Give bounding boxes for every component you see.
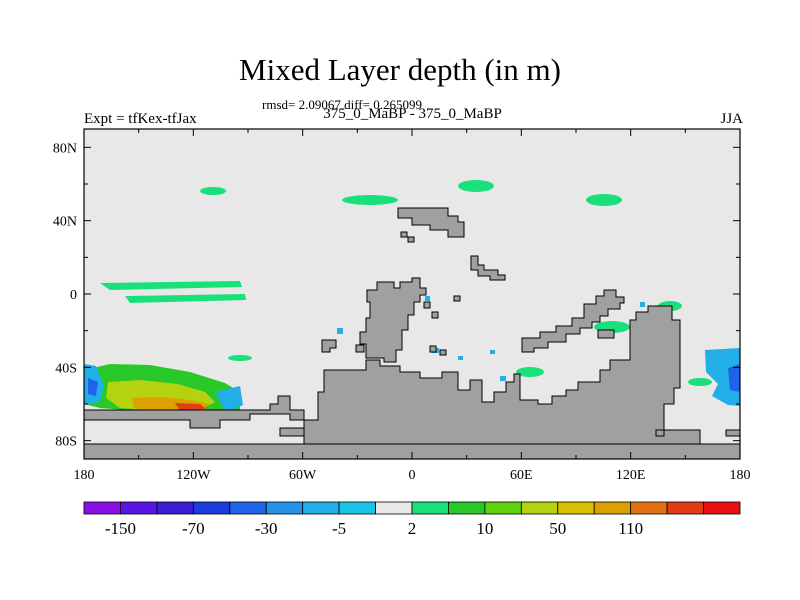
colorbar-swatch	[520, 501, 559, 515]
axis-ticks	[83, 129, 741, 459]
anomaly-patch-east-cyan	[705, 348, 740, 406]
x-tick-label: 60W	[289, 468, 317, 483]
colorbar-swatch	[120, 501, 158, 515]
y-tick-label: 0	[70, 288, 77, 303]
plot-title: Mixed Layer depth (in m)	[239, 52, 561, 87]
anomaly-patch-sub-1	[228, 355, 252, 361]
experiment-label: Expt = tfKex-tfJax	[84, 111, 197, 127]
anomaly-patch-equatorial-1	[100, 281, 242, 290]
y-tick-label: 40N	[53, 215, 77, 230]
colorbar-swatch	[265, 501, 304, 515]
x-tick-label: 0	[409, 468, 416, 483]
colorbar-swatch	[630, 501, 668, 515]
colorbar-swatch	[229, 501, 267, 515]
colorbar-label: -30	[255, 519, 278, 538]
anomaly-patch-dot-1	[337, 328, 343, 334]
land-islet-5	[423, 301, 431, 309]
stats-label: rmsd= 2.09067 diff= 0.265099	[262, 97, 422, 112]
colorbar-swatch	[484, 501, 522, 515]
colorbar	[83, 501, 741, 515]
x-tick-label: 180	[74, 468, 95, 483]
colorbar-swatch	[593, 501, 632, 515]
anomaly-patch-dot-4	[458, 356, 463, 360]
colorbar-swatch	[375, 501, 413, 515]
anomaly-patch-arctic-4	[586, 194, 622, 206]
land-ant-stub-2	[655, 429, 665, 437]
land-east-tower	[303, 305, 701, 445]
colorbar-label: -150	[105, 519, 136, 538]
colorbar-labels: -150 -70 -30 -5 2 10 50 110	[105, 519, 643, 538]
anomaly-patch-east-blue	[728, 364, 740, 392]
land-ant-stub-3	[725, 429, 740, 437]
axis-tick-labels: 180 120W 60W 0 60E 120E 180 80N 40N 0 40S 80S	[53, 141, 751, 483]
colorbar-label: 10	[476, 519, 493, 538]
colorbar-label: -70	[182, 519, 205, 538]
x-tick-label: 180	[730, 468, 751, 483]
land-small-east	[470, 255, 506, 281]
colorbar-label: 50	[549, 519, 566, 538]
anomaly-patch-indian-2	[688, 378, 712, 386]
x-tick-label: 120E	[616, 468, 646, 483]
y-tick-label: 80S	[55, 435, 77, 450]
season-label: JJA	[720, 111, 743, 127]
colorbar-swatch	[448, 501, 486, 515]
land-islet-7	[429, 345, 437, 353]
anomaly-patch-arctic-3	[458, 180, 494, 192]
land-ant-stub	[279, 427, 305, 437]
anomaly-patch-cyan-east	[215, 386, 243, 412]
y-tick-label: 40S	[55, 361, 77, 376]
colorbar-swatch	[302, 501, 340, 515]
colorbar-swatch	[83, 501, 121, 515]
land-islet-4	[355, 344, 365, 353]
land-north-islet	[400, 231, 408, 238]
anomaly-patch-dot-5	[490, 350, 495, 354]
x-tick-label: 120W	[176, 468, 211, 483]
colorbar-label: -5	[332, 519, 346, 538]
land-islet-3	[321, 339, 337, 353]
colorbar-swatch	[192, 501, 231, 515]
land-pacific-ridge	[84, 395, 305, 429]
land-islet-6	[431, 311, 439, 319]
colorbar-swatch	[703, 501, 741, 515]
anomaly-patch-dot-2	[425, 296, 430, 301]
colorbar-swatch	[338, 501, 376, 515]
colorbar-swatch	[557, 501, 595, 515]
anomaly-patch-blue	[88, 378, 98, 396]
colorbar-label: 2	[408, 519, 417, 538]
land-islet-8	[439, 349, 447, 356]
anomaly-patch-sub-2	[516, 367, 544, 377]
land-east-continent	[521, 289, 625, 353]
subtitle-label: 375_0_MaBP - 375_0_MaBP	[323, 106, 502, 122]
anomaly-patch-arctic-2	[342, 195, 398, 205]
anomaly-patch-dot-6	[640, 302, 645, 307]
anomaly-patch-arctic-1	[200, 187, 226, 195]
colorbar-swatch	[156, 501, 194, 515]
colorbar-swatch	[411, 501, 449, 515]
anomaly-patches	[84, 180, 740, 413]
x-tick-label: 60E	[510, 468, 533, 483]
y-tick-label: 80N	[53, 141, 77, 156]
land-north-islet-2	[407, 236, 415, 243]
anomaly-patch-red	[175, 403, 206, 411]
land-north	[397, 207, 465, 238]
land-west-continent	[359, 277, 427, 363]
anomaly-patch-dot-7	[500, 376, 506, 381]
colorbar-label: 110	[618, 519, 643, 538]
land-islet-9	[453, 295, 461, 302]
colorbar-swatch	[666, 501, 704, 515]
anomaly-patch-equatorial-2	[125, 294, 246, 303]
land-east-islet	[597, 329, 615, 339]
